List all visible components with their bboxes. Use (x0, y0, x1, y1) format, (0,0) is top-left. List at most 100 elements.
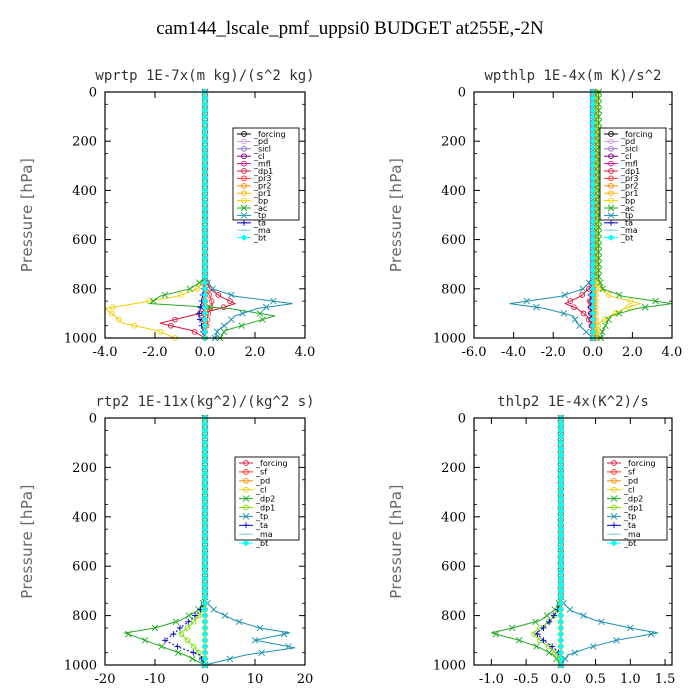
y-tick-label: 600 (441, 560, 466, 575)
panel-3: rtp2 1E-11x(kg^2)/(kg^2 s) Pressure [hPa]… (18, 394, 315, 687)
x-tick-label: -2.0 (541, 345, 566, 360)
legend-marker (611, 469, 617, 475)
y-tick-label: 400 (72, 184, 97, 199)
legend: _forcing_pd_sicl_cl_mfl_dp1_pr3_pr2_pr1_… (599, 127, 667, 242)
data-point (115, 316, 122, 323)
data-point (605, 316, 612, 323)
data-point (595, 94, 603, 102)
legend-label: _bp (620, 196, 635, 205)
legend-marker (608, 197, 614, 204)
data-point (184, 637, 191, 644)
data-point (251, 636, 259, 644)
data-point (109, 304, 116, 311)
legend-label: _forcing (255, 459, 288, 468)
data-point (540, 637, 547, 644)
y-tick-label: 600 (441, 233, 466, 248)
data-point (194, 285, 201, 292)
legend-label: _bt (623, 539, 636, 548)
legend-marker (241, 197, 247, 204)
data-point (599, 328, 606, 336)
data-point (532, 618, 539, 626)
legend-marker (240, 204, 248, 212)
data-point (595, 248, 603, 256)
y-tick-label: 400 (441, 510, 466, 525)
data-point (259, 316, 266, 323)
legend-marker (607, 212, 615, 219)
data-point (589, 643, 597, 650)
legend-label: _tp (620, 211, 633, 220)
legend-label: _forcing (253, 130, 286, 139)
data-point (641, 303, 649, 311)
legend-marker (243, 469, 249, 475)
y-tick-label: 0 (458, 412, 466, 427)
data-point (161, 291, 169, 299)
legend-label: _dp2 (623, 494, 643, 503)
data-point (492, 630, 500, 638)
data-point (595, 119, 603, 127)
x-tick-label: 2.0 (245, 345, 266, 360)
legend-label: _pd (253, 137, 268, 146)
legend: _forcing_sf_pd_cl_dp2_dp1_tp_ta_ma_bt (234, 456, 300, 548)
y-axis-label: Pressure [hPa] (387, 484, 405, 599)
data-point (221, 612, 229, 619)
legend-label: _dp1 (255, 503, 275, 512)
data-point (220, 304, 227, 311)
data-point (566, 606, 574, 613)
data-point (595, 260, 603, 268)
data-point (141, 636, 149, 644)
legend-label: _bp (253, 196, 268, 205)
data-point (190, 643, 197, 650)
legend-marker (611, 522, 617, 529)
series-line (164, 418, 206, 666)
data-point (201, 624, 209, 632)
data-point (208, 298, 215, 304)
y-axis-label: Pressure [hPa] (18, 484, 36, 599)
legend-marker (241, 190, 247, 197)
data-point (185, 612, 193, 619)
data-point (215, 292, 222, 298)
data-point (545, 649, 553, 656)
legend-label: _pd (623, 477, 638, 486)
legend-marker (241, 175, 247, 182)
data-point (227, 291, 235, 299)
data-point (196, 310, 203, 317)
x-tick-label: -20 (95, 672, 116, 687)
data-point (162, 637, 168, 644)
data-point (533, 303, 540, 311)
x-tick-label: -2.0 (142, 345, 167, 360)
data-point (576, 322, 583, 330)
series-group (123, 414, 296, 669)
data-point (239, 310, 246, 317)
legend-marker (241, 145, 247, 152)
legend-label: _cl (253, 152, 265, 161)
data-point (515, 636, 523, 644)
x-tick-label: 0.0 (582, 345, 603, 360)
panel-title: rtp2 1E-11x(kg^2)/(kg^2 s) (95, 394, 314, 410)
legend-box (599, 127, 667, 221)
data-point (571, 316, 579, 323)
legend-marker (242, 513, 250, 520)
y-axis-label: Pressure [hPa] (18, 158, 36, 273)
data-point (595, 267, 603, 274)
y-tick-label: 0 (458, 86, 466, 101)
data-point (508, 624, 516, 632)
data-point (167, 322, 174, 329)
y-tick-label: 200 (441, 135, 466, 150)
y-tick-label: 800 (72, 609, 97, 624)
data-point (598, 618, 605, 626)
data-point (567, 298, 574, 304)
legend-label: _dp1 (620, 167, 640, 176)
series-line (509, 92, 594, 339)
data-point (157, 329, 164, 335)
data-point (533, 643, 540, 650)
series-line (535, 418, 562, 665)
legend-label: _sf (623, 468, 635, 477)
data-point (201, 612, 209, 619)
data-point (560, 310, 568, 317)
data-point (595, 100, 603, 108)
data-point (595, 254, 603, 262)
data-point (615, 310, 623, 317)
data-point (523, 297, 531, 305)
data-point (585, 279, 593, 286)
